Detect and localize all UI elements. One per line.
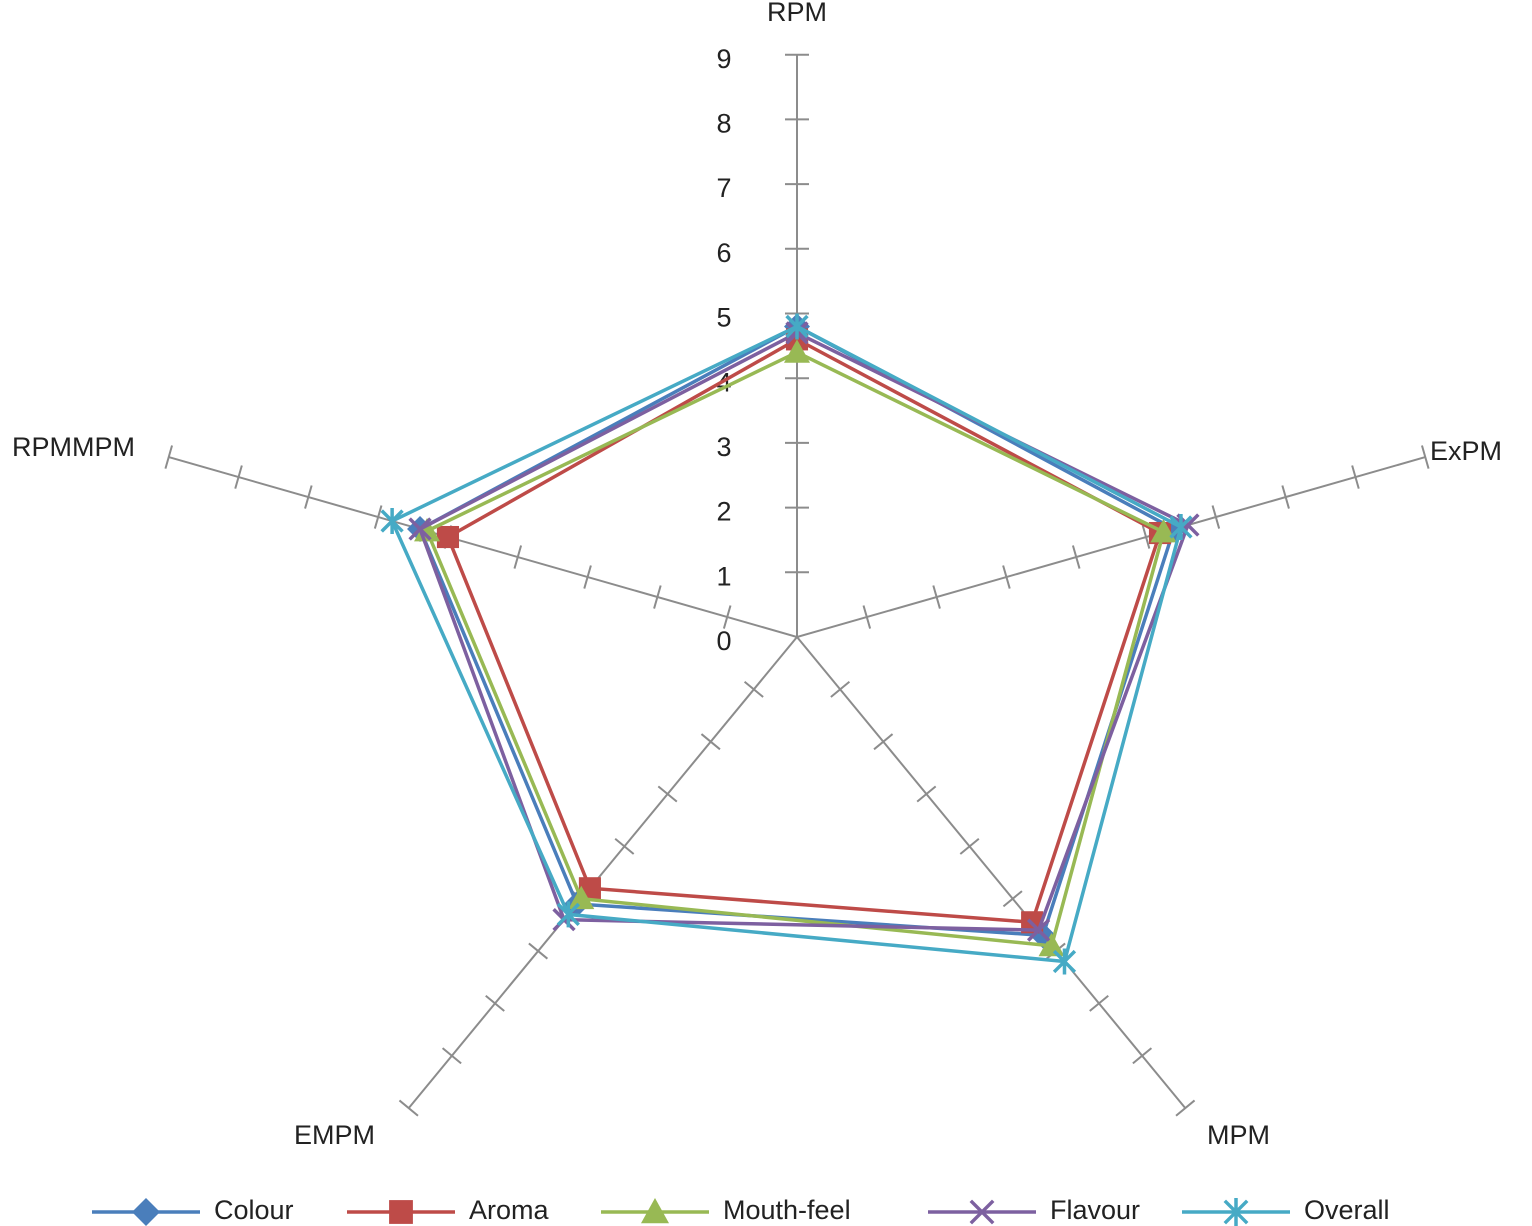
tick-mark — [373, 505, 383, 529]
marker — [1223, 1198, 1249, 1226]
axis-line — [168, 456, 798, 638]
axis-line — [407, 636, 798, 1109]
tick-mark — [1002, 565, 1011, 589]
legend-label: Colour — [214, 1195, 294, 1225]
tick-mark — [1421, 445, 1430, 469]
marker-shape — [1038, 932, 1065, 957]
marker-shape — [408, 517, 432, 541]
marker-shape — [785, 313, 809, 340]
tick-mark — [398, 1099, 419, 1117]
marker-shape — [380, 508, 404, 535]
tick-label: 8 — [716, 109, 731, 139]
marker — [408, 517, 432, 541]
marker — [568, 885, 595, 910]
marker — [556, 901, 580, 928]
tick-mark — [528, 942, 549, 960]
tick-label: 5 — [716, 303, 731, 333]
marker-shape — [969, 1199, 995, 1225]
marker-shape — [132, 1198, 160, 1226]
marker — [380, 508, 404, 535]
marker-shape — [641, 1198, 669, 1224]
marker-shape — [1169, 514, 1193, 541]
marker — [436, 525, 460, 549]
tick-mark — [932, 585, 941, 609]
tick-label: 0 — [716, 626, 731, 656]
tick-mark — [1211, 505, 1221, 529]
tick-mark — [1175, 1099, 1196, 1117]
legend-item: Colour — [92, 1195, 294, 1226]
marker — [785, 313, 809, 340]
tick-mark — [830, 680, 851, 698]
marker-shape — [389, 1200, 413, 1224]
marker — [1169, 514, 1193, 541]
marker — [132, 1198, 160, 1226]
marker — [414, 518, 441, 542]
tick-mark — [653, 585, 662, 609]
tick-label: 6 — [716, 238, 731, 268]
tick-label: 7 — [716, 173, 731, 203]
tick-mark — [441, 1047, 462, 1065]
tick-mark — [916, 785, 937, 803]
tick-mark — [513, 545, 523, 569]
category-label: ExPM — [1430, 436, 1502, 466]
legend-label: Mouth-feel — [723, 1195, 851, 1225]
tick-mark — [959, 837, 980, 855]
category-label: RPM — [767, 0, 827, 27]
tick-label: 2 — [716, 497, 731, 527]
legend-item: Flavour — [928, 1195, 1140, 1225]
category-label: RPMMPM — [12, 432, 135, 462]
tick-mark — [1141, 525, 1151, 549]
marker — [784, 339, 810, 363]
legend-item: Mouth-feel — [601, 1195, 851, 1225]
marker-shape — [414, 518, 441, 542]
marker-shape — [436, 525, 460, 549]
tick-label: 1 — [716, 561, 731, 591]
tick-mark — [1071, 545, 1081, 569]
tick-label: 3 — [716, 432, 731, 462]
marker-shape — [784, 339, 810, 363]
axis-line — [796, 456, 1426, 638]
tick-mark — [743, 680, 764, 698]
tick-mark — [485, 994, 505, 1012]
tick-mark — [234, 465, 243, 489]
tick-mark — [722, 605, 732, 629]
tick-mark — [1089, 994, 1109, 1012]
legend-item: Aroma — [347, 1195, 550, 1225]
tick-mark — [1002, 890, 1023, 908]
legend-label: Overall — [1304, 1195, 1390, 1225]
series-line — [417, 330, 1191, 932]
marker — [641, 1198, 669, 1224]
tick-label: 9 — [716, 44, 731, 74]
tick-mark — [700, 733, 721, 751]
marker-shape — [1052, 948, 1077, 975]
category-label: MPM — [1207, 1120, 1270, 1150]
marker — [1038, 932, 1065, 957]
tick-mark — [657, 785, 678, 803]
marker — [1052, 948, 1077, 975]
tick-mark — [1281, 485, 1290, 509]
tick-mark — [164, 445, 173, 469]
axis-line — [796, 636, 1187, 1109]
tick-mark — [1351, 465, 1360, 489]
marker — [1026, 918, 1051, 942]
tick-mark — [304, 485, 313, 509]
tick-mark — [583, 565, 592, 589]
marker — [389, 1200, 413, 1224]
series-line — [389, 324, 1183, 964]
tick-mark — [1132, 1047, 1153, 1065]
legend-item: Overall — [1182, 1195, 1390, 1226]
marker-shape — [1026, 918, 1051, 942]
tick-mark — [873, 733, 894, 751]
marker-shape — [556, 901, 580, 928]
marker — [969, 1199, 995, 1225]
marker-shape — [1223, 1198, 1249, 1226]
legend-label: Flavour — [1050, 1195, 1140, 1225]
category-label: EMPM — [294, 1120, 375, 1150]
tick-mark — [862, 605, 872, 629]
legend-label: Aroma — [469, 1195, 550, 1225]
tick-mark — [614, 837, 635, 855]
marker-shape — [568, 885, 595, 910]
series-line — [424, 350, 1166, 948]
